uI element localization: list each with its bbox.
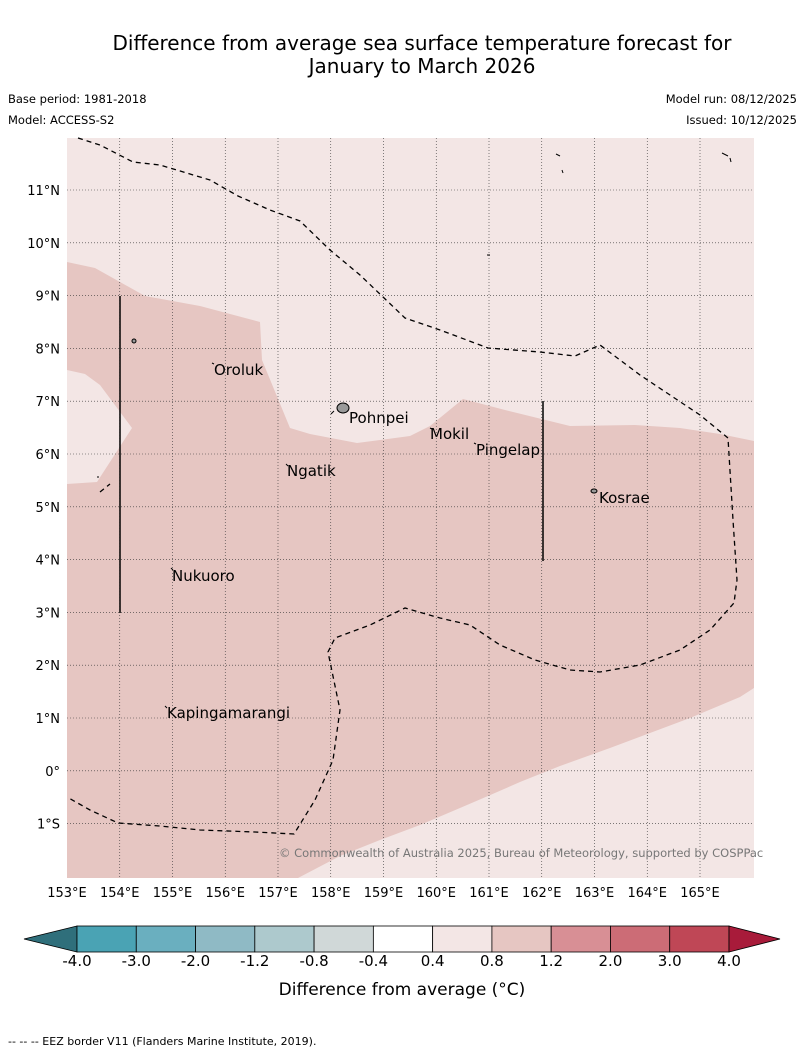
eez-footnote: -- -- -- EEZ border V11 (Flanders Marine… [8,1035,317,1048]
island-mark [330,410,335,415]
island-mark [555,153,561,157]
longitude-label: 162°E [522,886,562,901]
longitude-label: 155°E [153,886,193,901]
colorbar-segment [313,925,374,953]
colorbar-tick-label: 4.0 [717,952,741,970]
title-line-1: Difference from average sea surface temp… [112,31,732,55]
island-mark [211,362,215,365]
place-ngatik: Ngatik [287,462,336,480]
latitude-label: 4°N [36,554,61,569]
issued-date: Issued: 10/12/2025 [686,113,797,127]
place-pingelap: Pingelap [476,441,540,459]
colorbar-segment [669,925,730,953]
colorbar-extend-low [23,925,78,953]
latitude-label: 8°N [36,342,61,357]
model-name: Model: ACCESS-S2 [8,113,115,127]
place-kapingamarangi: Kapingamarangi [167,704,290,722]
colorbar-tick-label: -2.0 [180,952,211,970]
eez-border-small [99,483,111,493]
anomaly-region-medium [67,262,754,878]
longitude-label: 160°E [416,886,456,901]
eez-border-north [66,137,738,835]
island-mark [429,427,433,430]
colorbar-tick-label: -4.0 [62,952,92,970]
latitude-label: 7°N [36,395,61,410]
island-mark [473,442,477,445]
colorbar-tick-label: -3.0 [121,952,151,970]
colorbar-tick-label: 2.0 [598,952,623,970]
latitude-label: 0° [45,765,60,780]
colorbar-segment [254,925,315,953]
colorbar-segment [491,925,552,953]
latitude-label: 1°S [37,818,60,833]
colorbar-segment [76,925,137,953]
place-mokil: Mokil [430,425,469,443]
longitude-label: 154°E [100,886,140,901]
longitude-label: 156°E [205,886,245,901]
colorbar-title: Difference from average (°C) [278,980,526,1000]
colorbar-segment [372,925,434,953]
colorbar-tick-label: 1.2 [539,952,564,970]
colorbar-tick-label: -0.4 [358,952,388,970]
island-mark [164,705,168,709]
kosrae-island [590,488,598,494]
colorbar-tick-label: -1.2 [240,952,270,970]
latitude-label: 5°N [36,501,61,516]
latitude-label: 9°N [36,290,61,305]
base-period: Base period: 1981-2018 [8,92,147,106]
colorbar-segment [550,925,611,953]
longitude-label: 157°E [258,886,298,901]
longitude-label: 153°E [47,886,87,901]
latitude-label: 6°N [36,448,61,463]
longitude-label: 159°E [364,886,404,901]
colorbar-segment [135,925,196,953]
colorbar-tick-label: 0.4 [420,952,445,970]
place-oroluk: Oroluk [214,361,263,379]
island-mark [721,152,729,157]
latitude-label: 10°N [27,237,60,252]
longitude-label: 161°E [469,886,509,901]
colorbar-tick-label: 0.8 [479,952,504,970]
island-mark [561,169,564,174]
longitude-label: 158°E [311,886,351,901]
longitude-label: 165°E [680,886,720,901]
latitude-label: 3°N [36,606,61,621]
copyright-text: © Commonwealth of Australia 2025, Bureau… [279,846,763,860]
colorbar-segment [432,925,493,953]
small-island [131,338,137,344]
colorbar-segment [610,925,671,953]
colorbar-segment [195,925,256,953]
latitude-label: 11°N [27,184,60,199]
latitude-label: 2°N [36,659,61,674]
island-mark [729,157,732,163]
island-mark [170,567,174,571]
pohnpei-island [336,402,350,414]
longitude-label: 163°E [575,886,615,901]
place-nukuoro: Nukuoro [172,567,235,585]
latitude-label: 1°N [36,712,61,727]
title-line-2: January to March 2026 [308,54,536,78]
longitude-label: 164°E [627,886,667,901]
model-run: Model run: 08/12/2025 [665,92,797,106]
colorbar-tick-label: -0.8 [299,952,329,970]
place-pohnpei: Pohnpei [349,409,409,427]
island-mark [285,463,289,467]
place-kosrae: Kosrae [599,489,650,507]
colorbar-extend-high [728,925,781,953]
map-title: Difference from average sea surface temp… [0,32,804,78]
colorbar-tick-label: 3.0 [657,952,682,970]
colorbar [23,925,781,953]
